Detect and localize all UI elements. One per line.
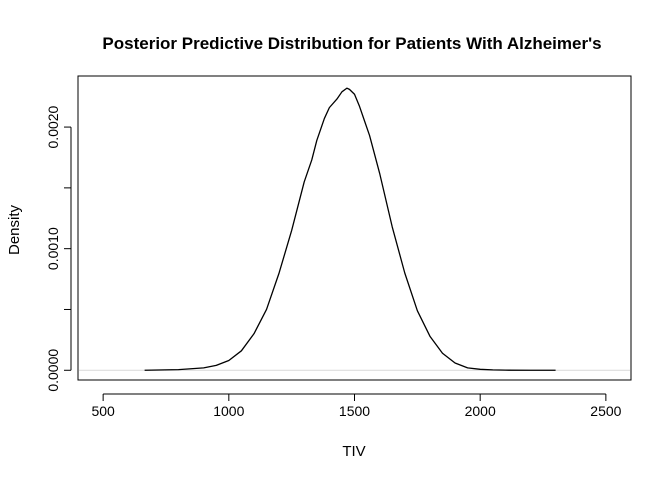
x-axis: 500 1000 1500 2000 2500 — [91, 393, 622, 419]
x-tick-label: 2500 — [590, 403, 621, 419]
y-tick-label: 0.0000 — [45, 349, 61, 392]
chart-title: Posterior Predictive Distribution for Pa… — [102, 34, 601, 53]
y-tick-label: 0.0020 — [45, 105, 61, 148]
x-tick-label: 1500 — [339, 403, 370, 419]
y-tick-label: 0.0010 — [45, 227, 61, 270]
x-tick-label: 1000 — [213, 403, 244, 419]
y-axis: 0.0000 0.0010 0.0020 — [45, 105, 72, 392]
density-curve — [144, 87, 556, 371]
plot-frame — [77, 75, 632, 381]
x-tick-label: 2000 — [465, 403, 496, 419]
x-tick-label: 500 — [91, 403, 115, 419]
y-axis-label: Density — [6, 204, 23, 255]
x-axis-label: TIV — [342, 443, 365, 460]
